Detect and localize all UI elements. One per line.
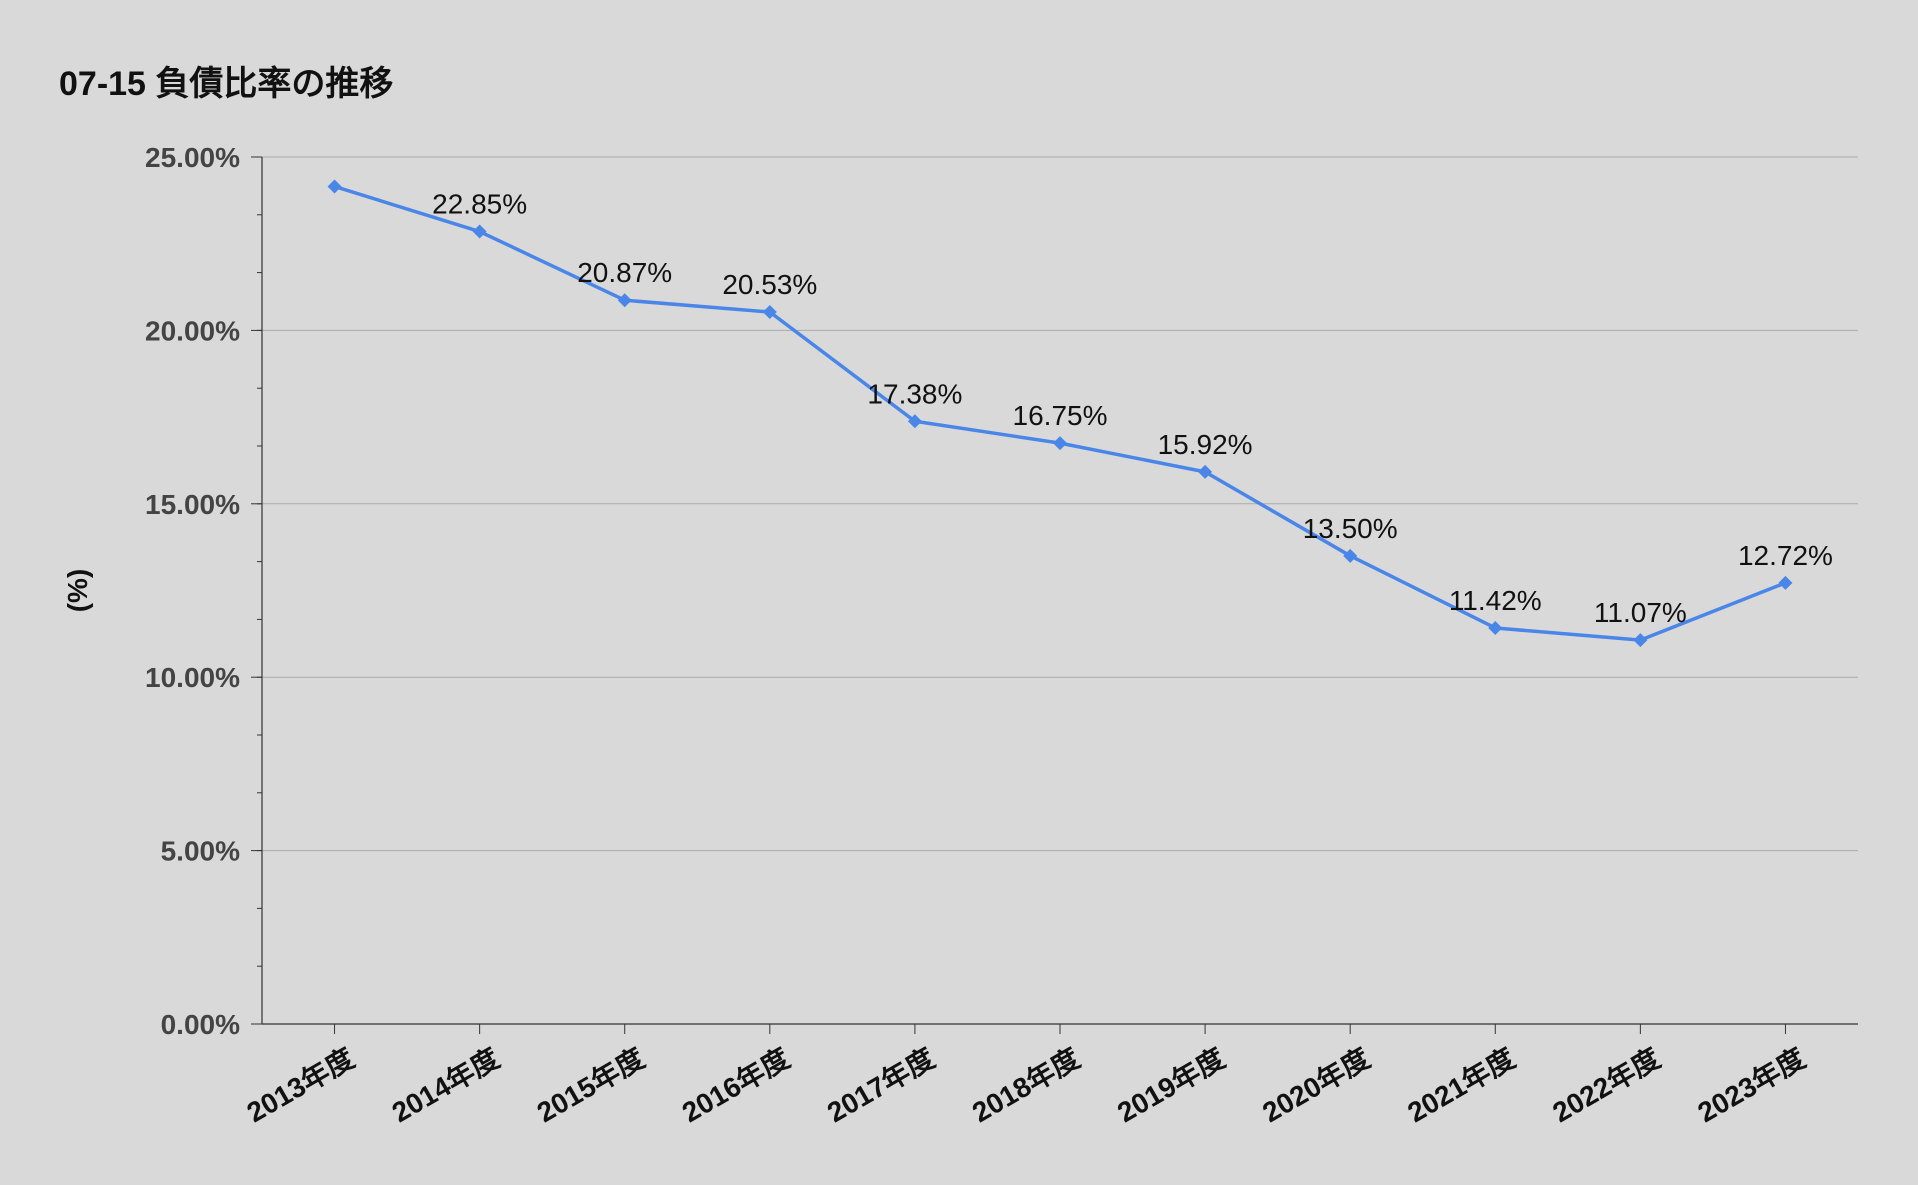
- data-label: 20.53%: [722, 269, 817, 300]
- data-point-marker: [617, 293, 632, 308]
- x-tick-label: 2023年度: [1692, 1041, 1810, 1128]
- data-label: 12.72%: [1738, 540, 1833, 571]
- y-axis-label: (%): [62, 569, 93, 613]
- data-label: 22.85%: [432, 189, 527, 220]
- x-tick-label: 2019年度: [1112, 1041, 1230, 1128]
- x-tick-label: 2015年度: [531, 1041, 649, 1128]
- x-tick-label: 2018年度: [967, 1041, 1085, 1128]
- x-tick-label: 2014年度: [386, 1041, 504, 1128]
- x-tick-label: 2021年度: [1402, 1041, 1520, 1128]
- data-label: 17.38%: [867, 378, 962, 409]
- data-label: 11.42%: [1449, 585, 1542, 616]
- data-label: 16.75%: [1013, 400, 1108, 431]
- data-point-marker: [762, 305, 777, 320]
- data-label: 11.07%: [1594, 597, 1687, 628]
- y-tick-label: 25.00%: [145, 142, 240, 173]
- data-point-marker: [1488, 620, 1503, 635]
- y-tick-label: 20.00%: [145, 315, 240, 346]
- data-point-marker: [327, 179, 342, 194]
- x-tick-label: 2013年度: [241, 1041, 359, 1128]
- y-tick-label: 0.00%: [161, 1009, 240, 1040]
- y-tick-label: 5.00%: [161, 836, 240, 867]
- chart-title: 07-15 負債比率の推移: [59, 65, 394, 103]
- data-point-marker: [1343, 548, 1358, 563]
- x-tick-label: 2020年度: [1257, 1041, 1375, 1128]
- y-tick-label: 15.00%: [145, 489, 240, 520]
- y-tick-label: 10.00%: [145, 662, 240, 693]
- data-point-marker: [1778, 575, 1793, 590]
- data-point-marker: [907, 414, 922, 429]
- x-tick-label: 2022年度: [1547, 1041, 1665, 1128]
- data-label: 13.50%: [1303, 513, 1398, 544]
- x-tick-label: 2016年度: [676, 1041, 794, 1128]
- data-point-marker: [472, 224, 487, 239]
- x-tick-label: 2017年度: [821, 1041, 939, 1128]
- data-label: 20.87%: [577, 257, 672, 288]
- data-point-marker: [1198, 464, 1213, 479]
- data-label: 15.92%: [1158, 429, 1253, 460]
- data-point-marker: [1053, 436, 1067, 451]
- data-point-marker: [1633, 633, 1648, 648]
